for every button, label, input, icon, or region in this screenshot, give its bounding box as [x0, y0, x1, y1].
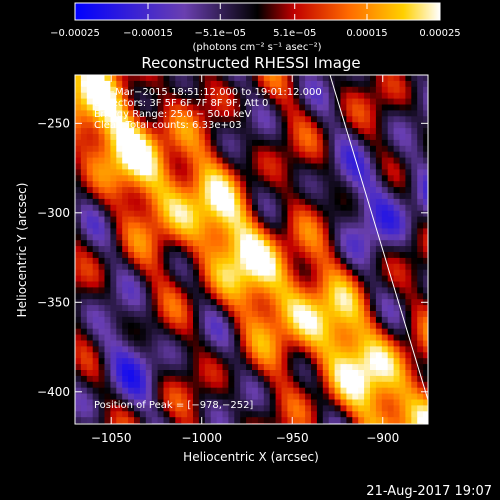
- heatmap-image: [75, 75, 428, 424]
- y-tick-label: −250: [37, 116, 70, 130]
- chart-title: Reconstructed RHESSI Image: [141, 54, 360, 72]
- colorbar-tick-label: −5.1e−05: [194, 28, 246, 39]
- x-tick-label: −1050: [91, 431, 132, 445]
- x-tick-label: −950: [276, 431, 309, 445]
- y-tick-label: −300: [37, 206, 70, 220]
- x-tick-label: −900: [366, 431, 399, 445]
- colorbar-tick-label: 0.00015: [346, 28, 387, 39]
- y-axis-ticks: −250 −300 −350 −400: [37, 116, 428, 399]
- colorbar-tick-label: −0.00015: [123, 28, 173, 39]
- annotation-line: Energy Range: 25.0 − 50.0 keV: [94, 109, 251, 120]
- annotation-line: 17−Mar−2015 18:51:12.000 to 19:01:12.000: [94, 87, 322, 98]
- colorbar-tick-label: 5.1e−05: [273, 28, 316, 39]
- annotation-line: Detectors: 3F 5F 6F 7F 8F 9F, Att 0: [94, 98, 268, 109]
- colorbar: [74, 2, 441, 21]
- annotation-line: Clean Total counts: 6.33e+03: [94, 120, 242, 131]
- y-tick-label: −400: [37, 385, 70, 399]
- x-axis-ticks: −1050 −1000 −950 −900: [91, 75, 399, 445]
- y-axis-label: Heliocentric Y (arcsec): [15, 183, 29, 318]
- x-axis-label: Heliocentric X (arcsec): [183, 450, 319, 464]
- footer-timestamp: 21-Aug-2017 19:07: [366, 484, 492, 499]
- colorbar-ticks: −0.00025 −0.00015 −5.1e−05 5.1e−05 0.00015 0.…: [50, 3, 461, 39]
- colorbar-tick-label: 0.00025: [419, 28, 460, 39]
- x-tick-label: −1000: [181, 431, 222, 445]
- solar-limb-line: [329, 75, 428, 401]
- plot-frame: [74, 74, 429, 425]
- peak-position-label: Position of Peak = [−978,−252]: [94, 400, 253, 411]
- header-annotations: 17−Mar−2015 18:51:12.000 to 19:01:12.000…: [94, 87, 322, 131]
- y-tick-label: −350: [37, 295, 70, 309]
- colorbar-unit-label: (photons cm⁻² s⁻¹ asec⁻²): [192, 42, 321, 53]
- colorbar-tick-label: −0.00025: [50, 28, 100, 39]
